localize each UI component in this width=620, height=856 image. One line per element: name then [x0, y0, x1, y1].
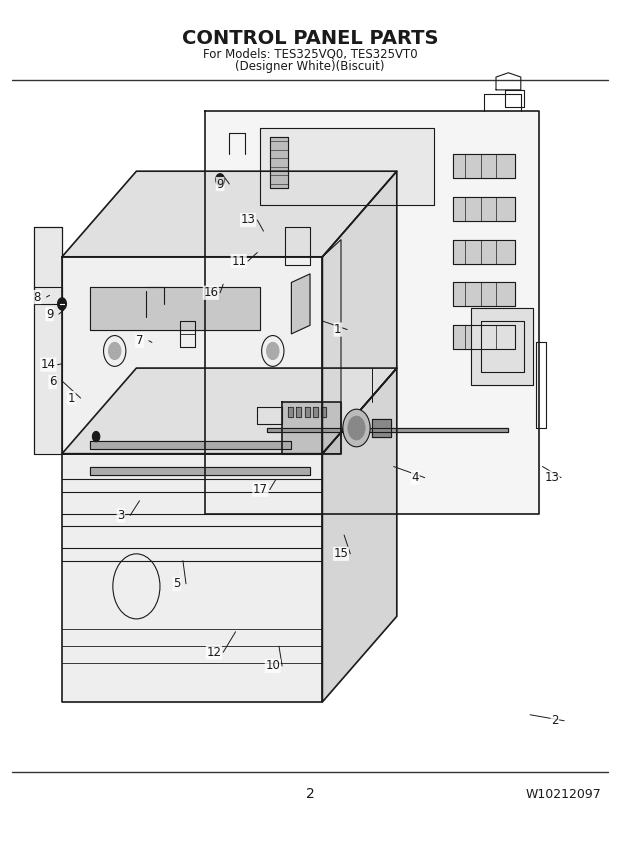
Polygon shape: [288, 407, 293, 417]
Polygon shape: [291, 274, 310, 334]
Text: 3: 3: [117, 508, 125, 522]
Text: 1: 1: [334, 323, 342, 336]
Circle shape: [92, 431, 100, 442]
Polygon shape: [453, 240, 515, 264]
Circle shape: [267, 342, 279, 360]
Circle shape: [343, 409, 370, 447]
Text: 8: 8: [33, 290, 41, 304]
Polygon shape: [267, 428, 508, 432]
Polygon shape: [90, 287, 260, 330]
Text: 17: 17: [253, 483, 268, 496]
Polygon shape: [62, 257, 322, 454]
Polygon shape: [62, 454, 322, 702]
Text: For Models: TES325VQ0, TES325VT0: For Models: TES325VQ0, TES325VT0: [203, 47, 417, 61]
Polygon shape: [453, 197, 515, 221]
Text: 11: 11: [231, 254, 246, 268]
Polygon shape: [34, 227, 62, 454]
Polygon shape: [453, 325, 515, 349]
Text: 13: 13: [241, 213, 255, 227]
Polygon shape: [322, 368, 397, 702]
Polygon shape: [313, 407, 318, 417]
Text: 12: 12: [206, 645, 221, 659]
Polygon shape: [282, 402, 341, 454]
Text: CONTROL PANEL PARTS: CONTROL PANEL PARTS: [182, 29, 438, 48]
Text: 2: 2: [306, 788, 314, 801]
Polygon shape: [62, 171, 397, 257]
Text: 16: 16: [203, 286, 218, 300]
Text: eReplacementParts.com: eReplacementParts.com: [234, 391, 386, 405]
Text: 15: 15: [334, 547, 348, 561]
Circle shape: [348, 416, 365, 440]
Polygon shape: [322, 171, 397, 454]
Polygon shape: [205, 111, 539, 514]
Polygon shape: [62, 368, 397, 454]
Text: 2: 2: [551, 714, 559, 728]
Circle shape: [216, 174, 224, 186]
Polygon shape: [322, 240, 341, 454]
Text: 9: 9: [46, 307, 53, 321]
Polygon shape: [90, 467, 310, 475]
Circle shape: [58, 298, 66, 310]
Polygon shape: [372, 419, 391, 437]
Text: 7: 7: [136, 334, 143, 348]
Text: W10212097: W10212097: [526, 788, 601, 801]
Polygon shape: [260, 128, 434, 205]
Circle shape: [108, 342, 121, 360]
Polygon shape: [471, 308, 533, 385]
Polygon shape: [296, 407, 301, 417]
Text: 10: 10: [265, 659, 280, 673]
Text: 9: 9: [216, 177, 224, 191]
Polygon shape: [270, 137, 288, 188]
Text: 13: 13: [544, 471, 559, 484]
Text: 4: 4: [412, 471, 419, 484]
Polygon shape: [453, 154, 515, 178]
Polygon shape: [90, 441, 291, 449]
Polygon shape: [305, 407, 310, 417]
Text: 6: 6: [49, 375, 56, 389]
Polygon shape: [453, 282, 515, 306]
Text: 5: 5: [173, 577, 180, 591]
Text: 14: 14: [41, 358, 56, 372]
Text: 1: 1: [68, 391, 75, 405]
Text: (Designer White)(Biscuit): (Designer White)(Biscuit): [235, 60, 385, 74]
Polygon shape: [321, 407, 326, 417]
